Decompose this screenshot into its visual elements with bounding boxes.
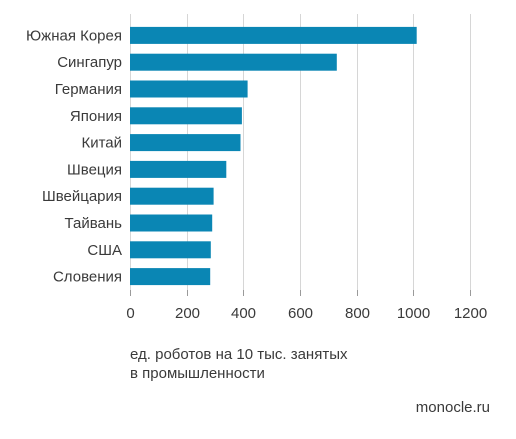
bars [130, 26, 417, 286]
x-tick-label: 800 [345, 305, 370, 322]
bar [130, 160, 227, 178]
category-label: Швеция [67, 161, 122, 178]
bar [130, 26, 417, 44]
x-axis-label-line: в промышленности [130, 365, 265, 382]
source-credit: monocle.ru [415, 399, 490, 416]
x-tick-label: 1000 [397, 305, 430, 322]
category-label: Германия [55, 81, 122, 98]
category-label: Словения [53, 269, 122, 286]
category-label: Тайвань [65, 215, 123, 232]
category-label: Южная Корея [26, 27, 122, 44]
bar [130, 53, 337, 71]
x-tick-label: 600 [288, 305, 313, 322]
x-tick-label: 1200 [454, 305, 487, 322]
bar [130, 134, 241, 152]
category-label: Япония [70, 108, 122, 125]
x-tick-label: 400 [231, 305, 256, 322]
x-tick-label: 0 [126, 305, 134, 322]
bar [130, 80, 248, 98]
x-axis-label: ед. роботов на 10 тыс. занятых в промышл… [130, 345, 430, 383]
x-axis-label-line: ед. роботов на 10 тыс. занятых [130, 346, 348, 363]
category-label: Китай [81, 135, 122, 152]
category-label: Сингапур [57, 54, 122, 71]
x-tick-labels: 0 200 400 600 800 1000 1200 [126, 305, 487, 322]
bar [130, 268, 211, 286]
bar [130, 107, 242, 125]
bar [130, 187, 214, 205]
bar [130, 241, 211, 259]
category-label: Швейцария [42, 188, 122, 205]
category-label: США [87, 242, 122, 259]
bar [130, 214, 213, 232]
category-labels: Южная Корея Сингапур Германия Япония Китай Шв… [26, 27, 122, 285]
x-tick-label: 200 [175, 305, 200, 322]
